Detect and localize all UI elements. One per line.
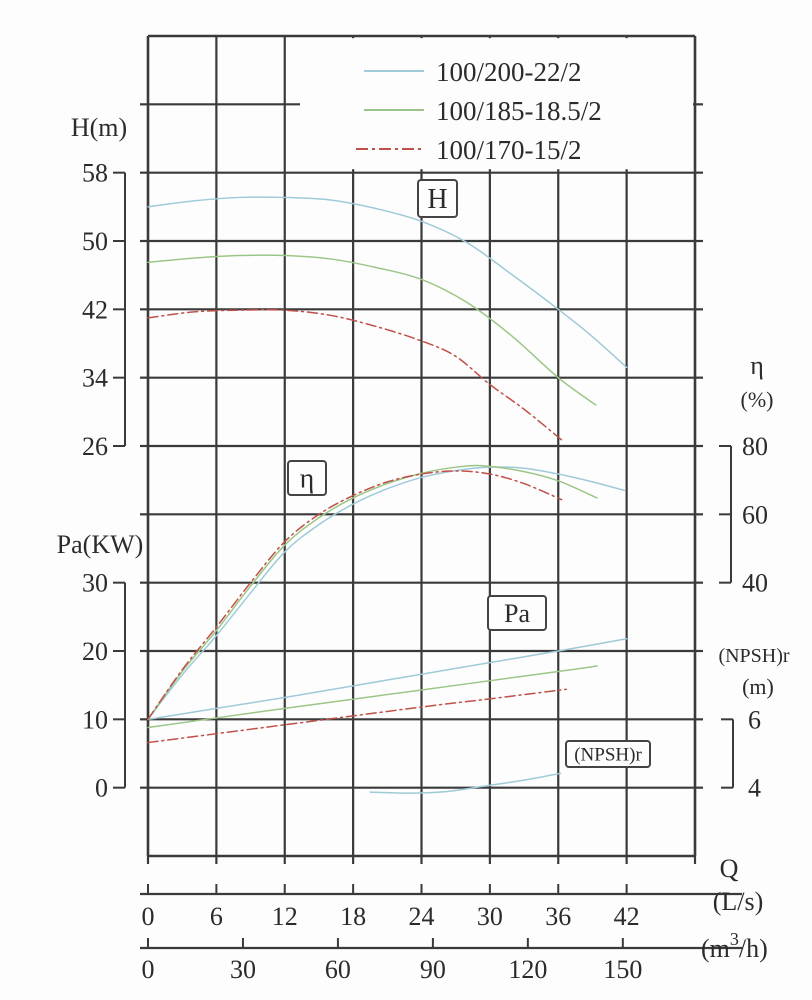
eta-curve-label: η bbox=[300, 464, 315, 495]
legend: 100/200-22/2 100/185-18.5/2 100/170-15/2 bbox=[356, 57, 602, 165]
x-axis-lps-tick-label: 0 bbox=[142, 902, 155, 931]
eta-axis-tick-label: 60 bbox=[742, 500, 768, 529]
pa-curve-label: Pa bbox=[504, 599, 530, 628]
x-axis-m3h-tick-label: 30 bbox=[230, 955, 256, 984]
legend-label: 100/170-15/2 bbox=[436, 135, 582, 165]
x-axis-lps-tick-label: 12 bbox=[272, 902, 298, 931]
pa-axis-tick-label: 0 bbox=[95, 774, 108, 803]
eta-axis-unit: (%) bbox=[741, 387, 774, 412]
axis-labels: H(m)5850423426Pa(KW)3020100η(%)806040(NP… bbox=[57, 113, 790, 803]
eta-axis-tick-label: 40 bbox=[742, 569, 768, 598]
h-axis-tick-label: 34 bbox=[82, 364, 108, 393]
curves bbox=[147, 196, 628, 794]
h-axis-tick-label: 50 bbox=[82, 227, 108, 256]
x-axis-m3h-tick-label: 0 bbox=[142, 955, 155, 984]
h-axis-tick-label: 42 bbox=[82, 295, 108, 324]
x-axis-title: Q bbox=[720, 854, 739, 883]
legend-label: 100/185-18.5/2 bbox=[436, 96, 602, 126]
pa-axis-tick-label: 10 bbox=[82, 705, 108, 734]
x-axis-lps-tick-label: 30 bbox=[477, 902, 503, 931]
x-axis-lps-tick-label: 36 bbox=[545, 902, 571, 931]
h-curve-100/200-22/2 bbox=[147, 196, 628, 369]
pa-curve-100/185-18.5/2 bbox=[147, 665, 598, 729]
h-curve-100/170-15/2 bbox=[147, 308, 564, 442]
h-curve-100/185-18.5/2 bbox=[147, 254, 597, 406]
x-axis-lps-tick-label: 6 bbox=[210, 902, 223, 931]
h-axis-tick-label: 26 bbox=[82, 432, 108, 461]
h-curve-label: H bbox=[427, 184, 447, 215]
h-axis-tick-label: 58 bbox=[82, 159, 108, 188]
x-axis-m3h-tick-label: 90 bbox=[420, 955, 446, 984]
npsh-axis-title: (NPSH)r bbox=[718, 645, 789, 667]
pa-curve-100/200-22/2 bbox=[147, 637, 628, 721]
x-axes: 0 6 12 18 24 30 36 42 Q (L/s) 0 30 60 90 120 150 (m3/h) bbox=[140, 854, 768, 984]
npsh-axis-unit: (m) bbox=[742, 674, 774, 699]
eta-axis-title: η bbox=[750, 351, 764, 380]
npsh-axis-tick-label: 4 bbox=[748, 774, 761, 803]
x-axis-lps-tick-label: 24 bbox=[409, 902, 435, 931]
pa-curve-box bbox=[487, 595, 547, 631]
eta-curve-box bbox=[287, 460, 327, 496]
npsh-curve-label: (NPSH)r bbox=[574, 744, 642, 765]
x-axis-m3h-tick-label: 120 bbox=[508, 955, 547, 984]
h-axis-title: H(m) bbox=[71, 113, 127, 142]
curve-label-boxes: Hη Pa (NPSH)r bbox=[287, 179, 651, 768]
legend-backdrop bbox=[300, 38, 693, 170]
legend-label: 100/200-22/2 bbox=[436, 57, 582, 87]
pa-axis-tick-label: 30 bbox=[82, 569, 108, 598]
pa-axis-title: Pa(KW) bbox=[57, 530, 144, 559]
npsh-axis-tick-label: 6 bbox=[748, 705, 761, 734]
x-axis-lps-tick-label: 18 bbox=[340, 902, 366, 931]
npsh-curve-box bbox=[565, 740, 651, 768]
x-axis-m3h-tick-label: 150 bbox=[603, 955, 642, 984]
x-axis-lps-tick-label: 42 bbox=[614, 902, 640, 931]
eta-axis-tick-label: 80 bbox=[742, 432, 768, 461]
eta-curve-100/200-22/2 bbox=[147, 466, 626, 721]
x-axis-lps-unit: (L/s) bbox=[713, 887, 764, 916]
eta-curve-100/185-18.5/2 bbox=[147, 464, 598, 721]
pa-curve-100/170-15/2 bbox=[147, 688, 567, 744]
npsh-curve-100/200-22/2 bbox=[369, 772, 562, 794]
eta-curve-100/170-15/2 bbox=[147, 470, 563, 721]
x-axis-m3h-tick-label: 60 bbox=[325, 955, 351, 984]
pa-axis-tick-label: 20 bbox=[82, 637, 108, 666]
x-axis-m3h-unit: (m3/h) bbox=[701, 929, 768, 963]
h-curve-box bbox=[417, 179, 458, 218]
